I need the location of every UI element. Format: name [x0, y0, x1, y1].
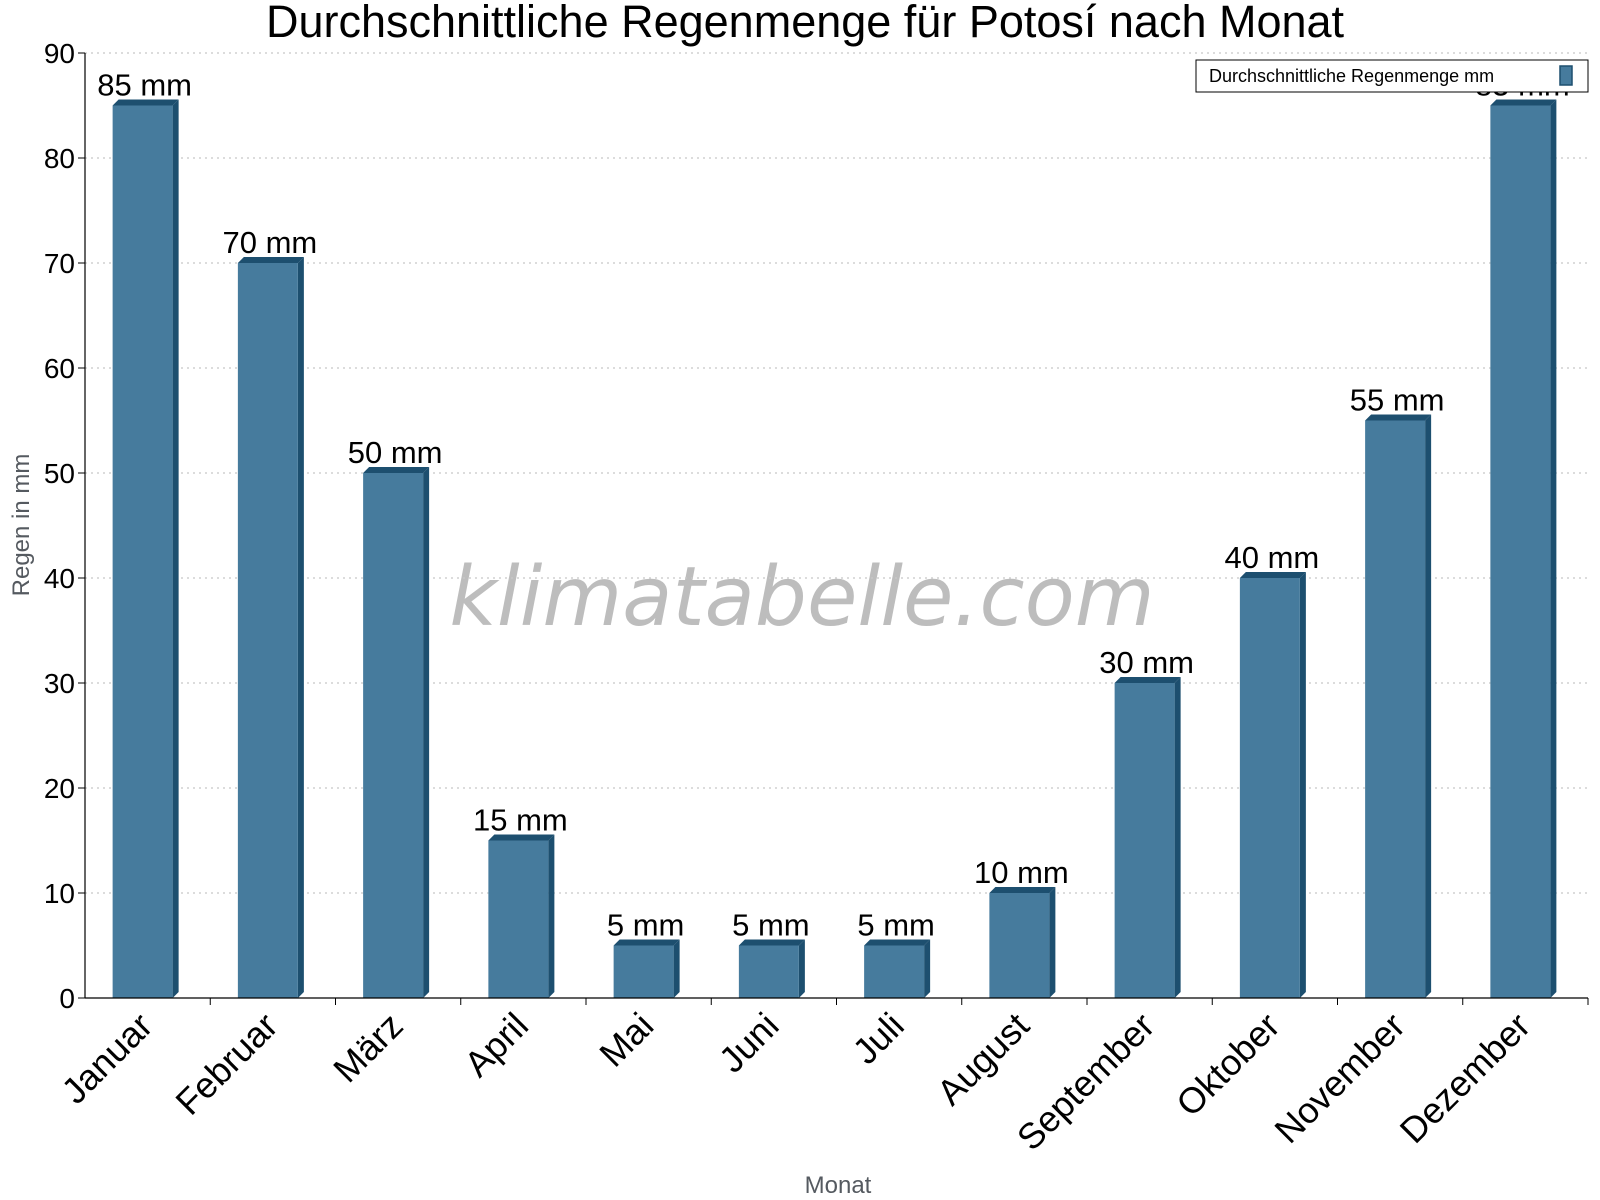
- y-tick-label: 60: [44, 353, 75, 384]
- bar-top: [738, 939, 805, 946]
- y-tick-label: 10: [44, 878, 75, 909]
- x-tick-label: November: [1266, 1005, 1412, 1151]
- legend: Durchschnittliche Regenmenge mm: [1195, 59, 1589, 93]
- bar: [237, 263, 298, 998]
- bar-side: [172, 99, 179, 998]
- bar-top: [864, 939, 931, 946]
- x-tick-label: Dezember: [1392, 1005, 1538, 1151]
- x-tick-label: April: [456, 1005, 536, 1085]
- bar-side: [548, 834, 555, 998]
- legend-swatch: [1559, 65, 1573, 86]
- x-tick-label: Juni: [711, 1005, 787, 1081]
- bar-top: [989, 887, 1056, 893]
- data-label: 55 mm: [1350, 383, 1445, 418]
- bar: [112, 105, 173, 998]
- x-tick-label: Januar: [53, 1005, 160, 1112]
- x-tick-label: Mai: [591, 1005, 661, 1075]
- bar: [1490, 105, 1551, 998]
- bar: [738, 945, 799, 998]
- data-labels: 85 mm 70 mm 50 mm 15 mm 5 mm 5 mm 5 mm 10 mm 30 …: [97, 68, 1570, 943]
- y-tick-label: 50: [44, 458, 75, 489]
- x-tick-labels: Januar Februar März April Mai Juni Juli AugustS…: [53, 998, 1589, 1159]
- data-label: 5 mm: [607, 908, 685, 943]
- bar-side: [423, 467, 430, 998]
- bar: [613, 945, 674, 998]
- data-label: 50 mm: [348, 435, 443, 470]
- data-label: 5 mm: [857, 908, 935, 943]
- y-axis-label: Regen in mm: [8, 454, 35, 597]
- bar-top: [1114, 677, 1181, 683]
- bar-top: [1365, 414, 1432, 421]
- y-tick-label: 30: [44, 668, 75, 699]
- bar-top: [112, 99, 179, 106]
- bar: [363, 473, 424, 998]
- data-label: 5 mm: [732, 908, 810, 943]
- y-tick-label: 80: [44, 143, 75, 174]
- data-label: 85 mm: [97, 68, 192, 103]
- bar: [1114, 683, 1175, 998]
- bar-side: [1049, 887, 1056, 998]
- bar-side: [1174, 677, 1181, 998]
- bar-top: [1490, 99, 1557, 106]
- y-tick-labels: 0 10 20 30 40 50 60 70 80 90: [44, 38, 85, 1014]
- bar-side: [1425, 414, 1432, 998]
- bar-side: [1299, 572, 1306, 998]
- y-tick-label: 40: [44, 563, 75, 594]
- y-tick-label: 90: [44, 38, 75, 69]
- data-label: 15 mm: [473, 803, 568, 838]
- x-tick-label: Juli: [845, 1005, 912, 1072]
- bar-side: [1550, 99, 1557, 998]
- legend-box: [1195, 59, 1589, 93]
- y-tick-label: 20: [44, 773, 75, 804]
- bar-side: [673, 939, 680, 998]
- bar-top: [613, 939, 680, 946]
- x-tick-label: Oktober: [1168, 1005, 1288, 1125]
- bar: [989, 893, 1050, 998]
- bar-top: [363, 467, 430, 473]
- chart-title: Durchschnittliche Regenmenge für Potosí …: [266, 0, 1345, 47]
- legend-label: Durchschnittliche Regenmenge mm: [1209, 66, 1494, 86]
- y-tick-label: 70: [44, 248, 75, 279]
- watermark: klimatabelle.com: [449, 550, 1154, 645]
- x-tick-label: August: [929, 1005, 1037, 1113]
- bar-top: [488, 834, 555, 841]
- bar-side: [798, 939, 805, 998]
- y-tick-label: 0: [59, 983, 75, 1014]
- bars: [112, 99, 1557, 998]
- bar: [1365, 420, 1426, 998]
- data-label: 70 mm: [223, 225, 318, 260]
- data-label: 10 mm: [974, 855, 1069, 890]
- x-tick-label: Februar: [167, 1005, 285, 1123]
- bar: [488, 840, 549, 998]
- data-label: 30 mm: [1099, 645, 1194, 680]
- bar: [864, 945, 925, 998]
- x-tick-label: März: [325, 1005, 411, 1091]
- gridlines: [85, 52, 1588, 894]
- data-label: 40 mm: [1225, 540, 1320, 575]
- x-axis-label: Monat: [805, 1172, 872, 1199]
- axes: [84, 53, 1588, 999]
- bar: [1239, 578, 1300, 998]
- bar-top: [1239, 572, 1306, 578]
- bar-side: [924, 939, 931, 998]
- x-tick-label: September: [1009, 1005, 1163, 1159]
- bar-top: [237, 257, 304, 263]
- bar-side: [297, 257, 304, 998]
